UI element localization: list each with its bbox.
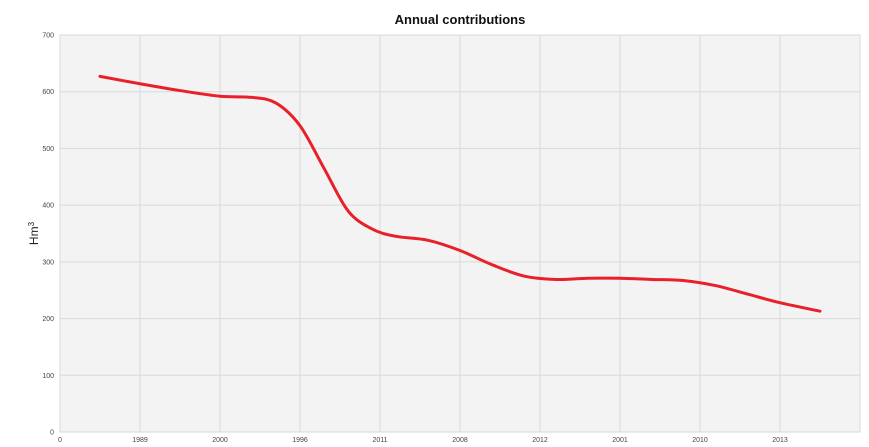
y-tick-label: 700: [42, 33, 54, 40]
x-tick-label: 1989: [132, 437, 148, 444]
y-tick-label: 200: [42, 316, 54, 323]
x-tick-label: 2001: [612, 437, 628, 444]
y-tick-label: 600: [42, 89, 54, 96]
y-axis-label-exponent: 3: [27, 221, 36, 226]
y-tick-label: 500: [42, 146, 54, 153]
x-tick-label: 1996: [292, 437, 308, 444]
y-tick-label: 400: [42, 203, 54, 210]
x-tick-label: 2011: [372, 437, 387, 444]
y-axis-label-base: Hm: [27, 226, 41, 245]
x-tick-label: 2008: [452, 437, 468, 444]
x-tick-label: 2012: [532, 437, 548, 444]
series-line: [98, 74, 822, 313]
x-tick-label: 0: [58, 437, 62, 444]
x-tick-label: 2000: [212, 437, 228, 444]
series-group: [98, 74, 822, 313]
y-tick-label: 0: [50, 430, 54, 437]
y-tick-label: 300: [42, 259, 54, 266]
tick-labels: 0 100 200 300 400 500 600 700 0 1989 2000 1996 2011 2…: [42, 33, 788, 445]
x-tick-label: 2010: [692, 437, 708, 444]
y-axis-label: Hm3: [27, 221, 42, 245]
y-tick-label: 100: [42, 373, 54, 380]
x-tick-label: 2013: [772, 437, 788, 444]
chart-title: Annual contributions: [395, 12, 526, 27]
gridlines: [59, 34, 860, 433]
